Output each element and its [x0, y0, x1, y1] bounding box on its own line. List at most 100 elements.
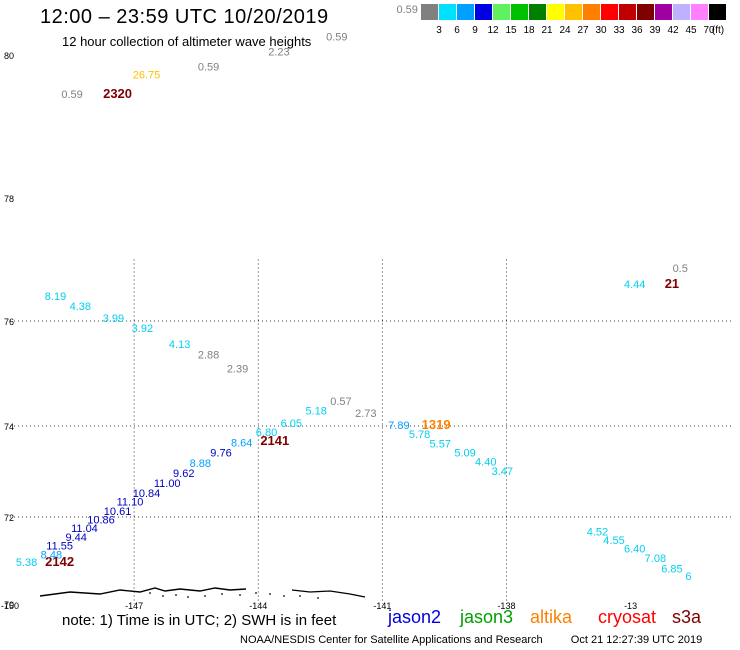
legend-label: 21 — [541, 25, 553, 36]
wave-height-label: 10.84 — [133, 488, 161, 500]
footer-credit: NOAA/NESDIS Center for Satellite Applica… — [240, 634, 702, 646]
lon-tick-label: -144 — [249, 601, 267, 611]
wave-height-label: 2.39 — [227, 363, 248, 375]
legend-swatch — [421, 4, 438, 20]
wave-height-label: 10.61 — [104, 506, 132, 518]
lon-tick-label: -138 — [497, 601, 515, 611]
island-dot — [175, 594, 177, 596]
legend-unit: (ft) — [711, 25, 725, 36]
wave-height-label: 4.13 — [169, 339, 190, 351]
wave-height-label: 11.00 — [154, 478, 181, 490]
satellite-jason2: jason2 — [388, 607, 442, 627]
wave-height-label: 8.48 — [41, 549, 62, 561]
wave-height-label: 5.38 — [16, 557, 37, 569]
wave-height-label: 5.18 — [305, 405, 326, 417]
wave-height-label: 10.86 — [87, 515, 115, 527]
satellite-cryosat: cryosat — [598, 607, 657, 627]
legend-swatch — [637, 4, 654, 20]
satellite-s3a: s3a — [672, 607, 702, 627]
island-dot — [221, 593, 223, 595]
wave-height-label: 6.05 — [281, 418, 302, 430]
legend-swatch — [529, 4, 546, 20]
wave-height-label: 2.88 — [198, 349, 219, 361]
wave-height-label: 2.23 — [268, 47, 289, 59]
wave-height-label: 11.10 — [117, 497, 144, 509]
island-dot — [204, 595, 206, 597]
legend-label: 9 — [472, 25, 478, 36]
coastline — [39, 587, 247, 597]
legend-label: 24 — [559, 25, 571, 36]
wave-height-label: 0.59 — [326, 32, 347, 44]
lat-tick-label: 72 — [4, 513, 14, 523]
island-dot — [187, 596, 189, 598]
legend-label: 70 — [703, 25, 715, 36]
island-dot — [239, 594, 241, 596]
credit-text: NOAA/NESDIS Center for Satellite Applica… — [240, 634, 543, 646]
legend-swatch — [709, 4, 726, 20]
wave-height-label: 0.59 — [198, 62, 219, 74]
lat-tick-label: 76 — [4, 317, 14, 327]
legend-swatch — [619, 4, 636, 20]
wave-height-label: 5.78 — [409, 429, 430, 441]
island-dot — [317, 597, 319, 599]
satellite-altika: altika — [530, 607, 573, 627]
legend-label: 33 — [613, 25, 625, 36]
wave-height-label: 8.88 — [190, 458, 211, 470]
pass-time-label: 1319 — [422, 417, 451, 432]
island-dot — [162, 595, 164, 597]
wave-height-label: 2.73 — [355, 408, 376, 420]
wave-height-label: 9.76 — [210, 447, 231, 459]
wave-height-label: 5.09 — [454, 447, 475, 459]
wave-height-label: 0.5 — [673, 263, 688, 275]
legend-swatch — [655, 4, 672, 20]
lat-tick-label: 78 — [4, 194, 14, 204]
legend-swatch — [673, 4, 690, 20]
lon-tick-label: -141 — [373, 601, 391, 611]
island-dot — [255, 592, 257, 594]
legend-label: 12 — [487, 25, 499, 36]
lon-tick-label: -147 — [125, 601, 143, 611]
lon-tick-label: -13 — [624, 601, 637, 611]
legend-swatch — [457, 4, 474, 20]
lat-tick-label: 74 — [4, 422, 14, 432]
wave-height-label: 0.59 — [396, 4, 417, 16]
lat-tick-label: 70 — [4, 600, 14, 610]
wave-height-label: 11.55 — [46, 541, 73, 553]
timestamp-text: Oct 21 12:27:39 UTC 2019 — [570, 634, 703, 646]
legend-swatch — [439, 4, 456, 20]
footer-note: note: 1) Time is in UTC; 2) SWH is in fe… — [62, 612, 337, 629]
lat-tick-label: 80 — [4, 51, 14, 61]
legend-swatch — [511, 4, 528, 20]
legend-label: 3 — [436, 25, 442, 36]
island-dot — [299, 595, 301, 597]
island-dot — [283, 595, 285, 597]
wave-height-label: 4.52 — [587, 526, 608, 538]
legend-label: 27 — [577, 25, 589, 36]
wave-height-label: 7.08 — [645, 553, 666, 565]
pass-time-label: 2320 — [103, 86, 132, 101]
legend-swatch — [583, 4, 600, 20]
legend-swatch — [493, 4, 510, 20]
legend-label: 45 — [685, 25, 697, 36]
wave-height-label: 4.40 — [475, 457, 496, 469]
wave-height-label: 0.57 — [330, 396, 351, 408]
wave-height-label: 8.19 — [45, 291, 66, 303]
legend-label: 36 — [631, 25, 643, 36]
legend-swatch — [601, 4, 618, 20]
map-subtitle: 12 hour collection of altimeter wave hei… — [62, 34, 312, 49]
legend-label: 39 — [649, 25, 661, 36]
legend-label: 15 — [505, 25, 517, 36]
pass-time-label: 21 — [665, 276, 679, 291]
legend-swatch — [691, 4, 708, 20]
wave-height-label: 0.59 — [61, 89, 82, 101]
wave-height-label: 5.57 — [430, 438, 451, 450]
pass-time-label: 2141 — [260, 433, 289, 448]
wave-height-label: 3.92 — [132, 323, 153, 335]
satellite-jason3: jason3 — [460, 607, 514, 627]
legend-label: 30 — [595, 25, 607, 36]
wave-height-label: 6 — [685, 571, 691, 583]
wave-height-label: 4.55 — [603, 535, 624, 547]
wave-height-label: 8.64 — [231, 437, 252, 449]
wave-height-label: 4.38 — [70, 301, 91, 313]
